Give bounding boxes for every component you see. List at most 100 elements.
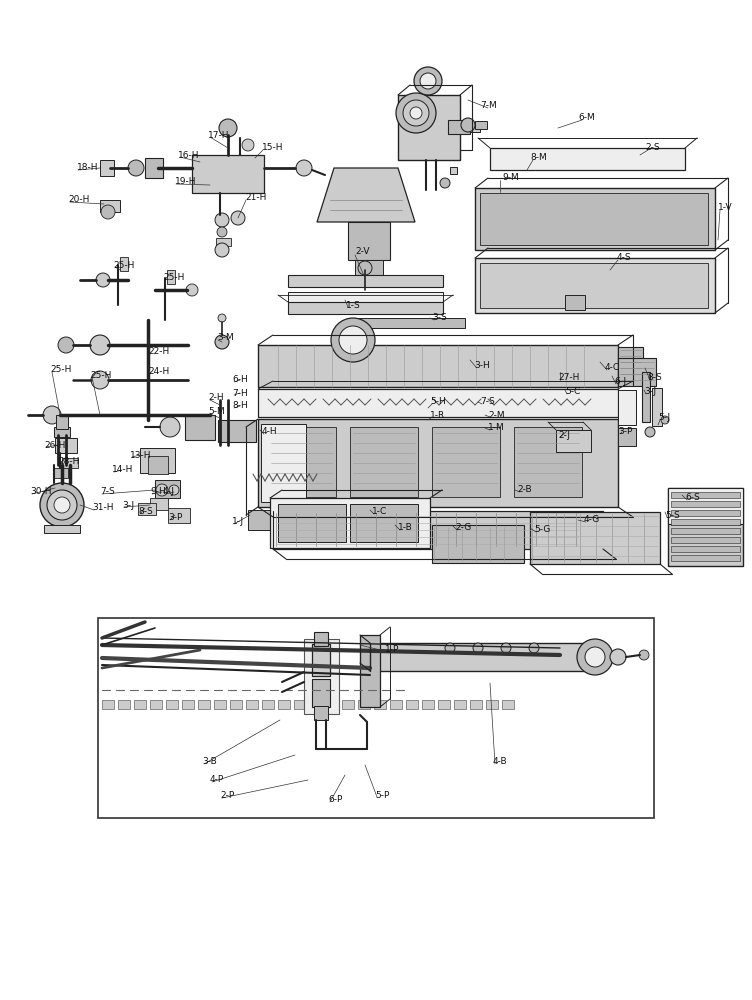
Text: 3-M: 3-M bbox=[217, 334, 234, 342]
Text: 3-B: 3-B bbox=[202, 758, 217, 766]
Text: 8-M: 8-M bbox=[530, 153, 547, 162]
Bar bbox=[390, 700, 402, 709]
Bar bbox=[348, 222, 390, 260]
Bar bbox=[192, 155, 264, 193]
Bar bbox=[398, 95, 460, 160]
Circle shape bbox=[47, 490, 77, 520]
Text: 5-C: 5-C bbox=[565, 387, 581, 396]
Bar bbox=[556, 430, 591, 452]
Circle shape bbox=[215, 243, 229, 257]
Bar bbox=[150, 498, 168, 510]
Text: 24-H: 24-H bbox=[148, 367, 169, 376]
Bar bbox=[486, 700, 498, 709]
Bar bbox=[360, 635, 380, 707]
Bar bbox=[406, 700, 418, 709]
Bar bbox=[618, 358, 656, 386]
Text: 14-H: 14-H bbox=[112, 466, 133, 475]
Bar bbox=[502, 700, 514, 709]
Text: 7-H: 7-H bbox=[232, 388, 247, 397]
Bar bbox=[475, 258, 715, 313]
Bar bbox=[432, 427, 500, 497]
Bar bbox=[258, 345, 618, 387]
Bar bbox=[312, 679, 330, 707]
Circle shape bbox=[414, 67, 442, 95]
Text: 15-H: 15-H bbox=[262, 143, 284, 152]
Bar bbox=[671, 492, 740, 498]
Bar bbox=[148, 456, 168, 474]
Circle shape bbox=[186, 284, 198, 296]
Text: 4-B: 4-B bbox=[493, 758, 508, 766]
Text: 4-G: 4-G bbox=[584, 516, 600, 524]
Bar bbox=[671, 510, 740, 516]
Bar bbox=[480, 193, 708, 245]
Bar bbox=[138, 503, 156, 515]
Bar bbox=[270, 498, 430, 548]
Circle shape bbox=[169, 485, 179, 495]
Bar bbox=[140, 448, 175, 473]
Bar bbox=[54, 427, 70, 437]
Text: 3-J: 3-J bbox=[644, 387, 656, 396]
Text: 25-H: 25-H bbox=[163, 273, 184, 282]
Text: 4-J: 4-J bbox=[163, 488, 175, 496]
Text: 2-J: 2-J bbox=[558, 430, 570, 440]
Circle shape bbox=[96, 273, 110, 287]
Text: 25-H: 25-H bbox=[90, 370, 111, 379]
Text: 19-H: 19-H bbox=[175, 178, 196, 186]
Bar bbox=[326, 700, 338, 709]
Bar bbox=[261, 424, 306, 502]
Text: 20-H: 20-H bbox=[68, 196, 89, 205]
Text: 31-H: 31-H bbox=[92, 504, 114, 512]
Bar bbox=[668, 488, 743, 566]
Text: 3-J: 3-J bbox=[122, 500, 134, 510]
Text: 30-H: 30-H bbox=[30, 488, 51, 496]
Bar bbox=[490, 148, 685, 170]
Text: 5-G: 5-G bbox=[534, 526, 550, 534]
Text: 27-H: 27-H bbox=[558, 373, 579, 382]
Text: 25-H: 25-H bbox=[113, 260, 135, 269]
Text: 2-B: 2-B bbox=[517, 486, 532, 494]
Bar bbox=[432, 525, 524, 563]
Circle shape bbox=[215, 213, 229, 227]
Bar bbox=[168, 508, 190, 523]
Bar bbox=[671, 555, 740, 561]
Bar bbox=[134, 700, 146, 709]
Bar bbox=[288, 292, 443, 302]
Text: 6-H: 6-H bbox=[232, 375, 247, 384]
Bar bbox=[246, 700, 258, 709]
Bar bbox=[214, 700, 226, 709]
Bar bbox=[350, 504, 418, 542]
Text: 5-J: 5-J bbox=[658, 414, 670, 422]
Bar bbox=[470, 122, 480, 132]
Text: 13-H: 13-H bbox=[130, 450, 151, 460]
Bar bbox=[475, 188, 715, 250]
Circle shape bbox=[54, 497, 70, 513]
Bar bbox=[294, 700, 306, 709]
Circle shape bbox=[645, 427, 655, 437]
Text: 7-M: 7-M bbox=[480, 101, 497, 109]
Bar bbox=[671, 519, 740, 525]
Circle shape bbox=[156, 484, 168, 496]
Bar bbox=[668, 488, 743, 524]
Bar bbox=[118, 700, 130, 709]
Text: 7-S: 7-S bbox=[100, 488, 115, 496]
Bar bbox=[314, 632, 328, 646]
Circle shape bbox=[410, 107, 422, 119]
Bar bbox=[100, 200, 120, 212]
Text: 2-S: 2-S bbox=[645, 143, 660, 152]
Circle shape bbox=[242, 139, 254, 151]
Circle shape bbox=[440, 178, 450, 188]
Bar bbox=[304, 639, 339, 714]
Bar bbox=[480, 263, 708, 308]
Bar bbox=[565, 295, 585, 310]
Text: 6-P: 6-P bbox=[328, 796, 342, 804]
Circle shape bbox=[40, 483, 84, 527]
Text: 1-V: 1-V bbox=[718, 204, 732, 213]
Text: 5-P: 5-P bbox=[375, 790, 390, 800]
Bar bbox=[258, 389, 618, 417]
Text: 28-H: 28-H bbox=[58, 458, 80, 466]
Bar bbox=[618, 390, 636, 425]
Text: 3-P: 3-P bbox=[618, 428, 632, 436]
Text: 25-H: 25-H bbox=[50, 365, 71, 374]
Bar bbox=[248, 510, 276, 530]
Text: 1-P: 1-P bbox=[385, 646, 399, 654]
